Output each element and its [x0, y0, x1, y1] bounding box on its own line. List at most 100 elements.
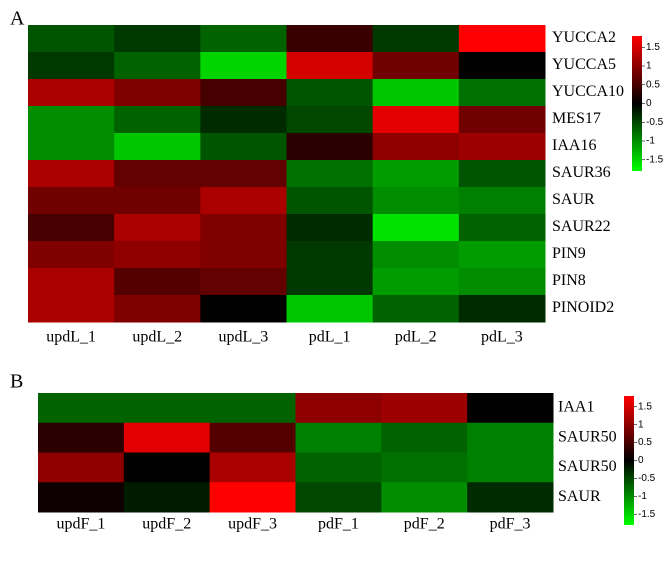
heatmap-cell: [372, 133, 460, 161]
heatmap-cell: [286, 214, 374, 242]
heatmap-cell: [372, 241, 460, 269]
heatmap-cell: [286, 25, 374, 53]
column-label: updL_1: [46, 329, 96, 346]
heatmap-cell: [381, 393, 468, 424]
heatmap-cell: [123, 422, 211, 453]
row-label: MES17: [552, 110, 601, 127]
column-label: updF_1: [56, 516, 105, 533]
heatmap-cell: [114, 295, 201, 323]
heatmap-cell: [200, 295, 287, 323]
heatmap-cell: [200, 160, 287, 188]
column-label: updF_3: [228, 516, 277, 533]
heatmap-cell: [38, 452, 125, 483]
colorbar-tick-label: -1: [638, 491, 647, 502]
column-label: pdF_1: [318, 516, 359, 533]
colorbar-tick-label: -1: [646, 136, 655, 147]
heatmap-cell: [458, 79, 546, 107]
row-label: YUCCA2: [552, 29, 616, 46]
colorbar-tick-label: 1.5: [646, 42, 660, 53]
heatmap-cell: [209, 482, 296, 513]
column-label: pdL_2: [395, 329, 437, 346]
heatmap-cell: [38, 422, 125, 453]
heatmap-cell: [467, 393, 554, 424]
heatmap-cell: [295, 452, 382, 483]
heatmap-cell: [286, 106, 374, 134]
heatmap-cell: [372, 25, 460, 53]
column-label: pdF_3: [490, 516, 531, 533]
colorbar-tick-label: -0.5: [638, 473, 656, 484]
heatmap-cell: [28, 241, 115, 269]
heatmap-cell: [458, 187, 546, 215]
heatmap-cell: [123, 393, 211, 424]
heatmap-cell: [295, 393, 382, 424]
colorbar-tick-label: 0: [638, 455, 644, 466]
heatmap-cell: [200, 268, 287, 296]
heatmap-cell: [200, 241, 287, 269]
heatmap-cell: [200, 79, 287, 107]
heatmap-cell: [123, 452, 211, 483]
colorbar-tick-label: -1.5: [646, 154, 664, 165]
heatmap-cell: [123, 482, 211, 513]
heatmap-cell: [286, 241, 374, 269]
heatmap-cell: [28, 52, 115, 80]
heatmap-cell: [458, 25, 546, 53]
colorbar-tick-label: 1.5: [638, 401, 652, 412]
heatmap-cell: [286, 79, 374, 107]
heatmap-cell: [381, 422, 468, 453]
heatmap-cell: [114, 25, 201, 53]
heatmap-cell: [372, 106, 460, 134]
heatmap-cell: [372, 52, 460, 80]
colorbar-tick-label: -1.5: [638, 509, 656, 520]
heatmap-cell: [114, 79, 201, 107]
heatmap-cell: [114, 241, 201, 269]
colorbar: [624, 396, 634, 525]
heatmap-cell: [372, 295, 460, 323]
heatmap-cell: [286, 133, 374, 161]
heatmap-cell: [209, 422, 296, 453]
row-label: PINOID2: [552, 299, 614, 316]
heatmap-cell: [286, 160, 374, 188]
row-label: SAUR: [552, 191, 595, 208]
heatmap-cell: [372, 268, 460, 296]
heatmap-cell: [372, 187, 460, 215]
heatmap-cell: [28, 160, 115, 188]
heatmap-cell: [286, 268, 374, 296]
colorbar-tick-label: 0.5: [638, 437, 652, 448]
column-label: updL_2: [132, 329, 182, 346]
row-label: YUCCA5: [552, 56, 616, 73]
heatmap-cell: [200, 133, 287, 161]
column-label: updL_3: [219, 329, 269, 346]
heatmap-cell: [295, 482, 382, 513]
heatmap-cell: [372, 214, 460, 242]
column-label: pdL_1: [309, 329, 351, 346]
panel-label: B: [10, 371, 23, 393]
colorbar-tick-label: 0: [646, 98, 652, 109]
heatmap-cell: [458, 52, 546, 80]
row-label: SAUR50: [558, 458, 617, 475]
heatmap-cell: [286, 187, 374, 215]
heatmap-cell: [28, 133, 115, 161]
colorbar: [632, 36, 642, 171]
heatmap-cell: [114, 187, 201, 215]
panel-label: A: [10, 8, 25, 30]
row-label: SAUR50: [558, 428, 617, 445]
column-label: updF_2: [142, 516, 191, 533]
heatmap-cell: [467, 482, 554, 513]
heatmap-cell: [209, 452, 296, 483]
heatmap-cell: [295, 422, 382, 453]
heatmap-cell: [467, 422, 554, 453]
row-label: IAA16: [552, 137, 596, 154]
row-label: IAA1: [558, 399, 594, 416]
heatmap-cell: [467, 452, 554, 483]
heatmap-cell: [38, 482, 125, 513]
heatmap-cell: [114, 160, 201, 188]
row-label: PIN9: [552, 245, 586, 262]
heatmap-cell: [458, 241, 546, 269]
colorbar-tick-label: 1: [646, 61, 652, 72]
heatmap-cell: [200, 106, 287, 134]
row-label: SAUR36: [552, 164, 611, 181]
heatmap-cell: [381, 452, 468, 483]
heatmap-cell: [372, 160, 460, 188]
heatmap-cell: [28, 187, 115, 215]
